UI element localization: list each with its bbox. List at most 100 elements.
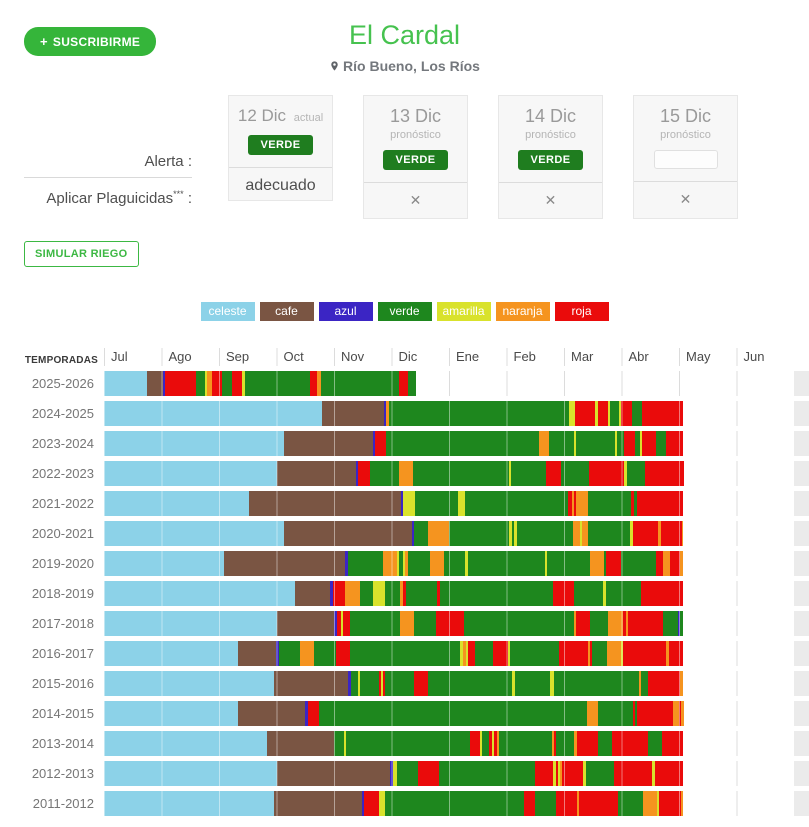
segment-roja[interactable] xyxy=(590,640,593,666)
segment-naranja[interactable] xyxy=(586,700,598,726)
segment-roja[interactable] xyxy=(613,760,653,786)
segment-roja[interactable] xyxy=(624,430,635,456)
segment-cafe[interactable] xyxy=(277,460,356,486)
segment-naranja[interactable] xyxy=(606,640,622,666)
segment-verde[interactable] xyxy=(415,490,458,516)
segment-amarilla[interactable] xyxy=(569,400,575,426)
segment-roja[interactable] xyxy=(555,790,578,816)
segment-amarilla[interactable] xyxy=(618,400,621,426)
legend-chip-verde[interactable]: verde xyxy=(377,302,432,321)
segment-verde[interactable] xyxy=(464,490,569,516)
segment-verde[interactable] xyxy=(439,760,536,786)
segment-amarilla[interactable] xyxy=(511,670,516,696)
segment-roja[interactable] xyxy=(668,640,684,666)
segment-verde[interactable] xyxy=(605,580,641,606)
legend-chip-roja[interactable]: roja xyxy=(554,302,609,321)
segment-verde[interactable] xyxy=(244,370,311,396)
segment-amarilla[interactable] xyxy=(465,550,469,576)
segment-verde[interactable] xyxy=(350,640,460,666)
segment-verde[interactable] xyxy=(464,610,574,636)
segment-roja[interactable] xyxy=(336,610,342,636)
segment-cafe[interactable] xyxy=(146,370,163,396)
segment-naranja[interactable] xyxy=(551,730,554,756)
segment-roja[interactable] xyxy=(524,790,535,816)
segment-cafe[interactable] xyxy=(266,730,334,756)
segment-verde[interactable] xyxy=(590,610,609,636)
segment-roja[interactable] xyxy=(562,760,584,786)
segment-amarilla[interactable] xyxy=(381,670,384,696)
segment-amarilla[interactable] xyxy=(466,640,469,666)
segment-roja[interactable] xyxy=(383,670,386,696)
segment-naranja[interactable] xyxy=(560,760,563,786)
segment-roja[interactable] xyxy=(553,730,556,756)
segment-azul[interactable] xyxy=(390,760,394,786)
segment-roja[interactable] xyxy=(559,640,588,666)
segment-naranja[interactable] xyxy=(680,670,684,696)
segment-verde[interactable] xyxy=(509,640,560,666)
segment-verde[interactable] xyxy=(604,550,607,576)
segment-verde[interactable] xyxy=(546,550,590,576)
segment-naranja[interactable] xyxy=(427,520,449,546)
segment-verde[interactable] xyxy=(641,670,649,696)
segment-roja[interactable] xyxy=(535,760,554,786)
segment-verde[interactable] xyxy=(359,580,374,606)
segment-verde[interactable] xyxy=(414,610,436,636)
segment-roja[interactable] xyxy=(660,520,683,546)
segment-amarilla[interactable] xyxy=(480,730,483,756)
legend-chip-azul[interactable]: azul xyxy=(318,302,373,321)
segment-amarilla[interactable] xyxy=(513,520,517,546)
segment-verde[interactable] xyxy=(388,400,570,426)
segment-cafe[interactable] xyxy=(284,430,374,456)
segment-roja[interactable] xyxy=(637,700,673,726)
segment-cafe[interactable] xyxy=(277,610,334,636)
segment-naranja[interactable] xyxy=(608,610,623,636)
segment-roja[interactable] xyxy=(597,400,609,426)
segment-naranja[interactable] xyxy=(582,520,588,546)
segment-celeste[interactable] xyxy=(104,670,274,696)
segment-verde[interactable] xyxy=(448,520,509,546)
segment-azul[interactable] xyxy=(348,670,351,696)
segment-naranja[interactable] xyxy=(386,400,389,426)
segment-verde[interactable] xyxy=(346,730,470,756)
segment-azul[interactable] xyxy=(355,460,358,486)
segment-verde[interactable] xyxy=(647,730,663,756)
segment-verde[interactable] xyxy=(610,400,619,426)
segment-verde[interactable] xyxy=(663,610,678,636)
segment-verde[interactable] xyxy=(588,490,632,516)
segment-verde[interactable] xyxy=(553,670,639,696)
segment-verde[interactable] xyxy=(635,700,638,726)
segment-amarilla[interactable] xyxy=(573,430,576,456)
segment-naranja[interactable] xyxy=(682,520,684,546)
segment-naranja[interactable] xyxy=(207,370,212,396)
segment-roja[interactable] xyxy=(622,610,627,636)
segment-roja[interactable] xyxy=(575,610,591,636)
segment-verde[interactable] xyxy=(468,550,545,576)
segment-amarilla[interactable] xyxy=(341,610,344,636)
segment-verde[interactable] xyxy=(399,550,403,576)
segment-roja[interactable] xyxy=(165,370,197,396)
segment-amarilla[interactable] xyxy=(373,580,385,606)
segment-verde[interactable] xyxy=(386,430,539,456)
dismiss-x-icon[interactable]: ✕ xyxy=(544,192,557,208)
segment-verde[interactable] xyxy=(428,670,512,696)
segment-roja[interactable] xyxy=(364,790,379,816)
segment-roja[interactable] xyxy=(555,760,558,786)
segment-naranja[interactable] xyxy=(344,580,360,606)
segment-verde[interactable] xyxy=(444,550,466,576)
segment-naranja[interactable] xyxy=(638,670,642,696)
segment-cafe[interactable] xyxy=(248,490,401,516)
segment-roja[interactable] xyxy=(231,370,242,396)
segment-amarilla[interactable] xyxy=(204,370,208,396)
segment-amarilla[interactable] xyxy=(402,490,416,516)
segment-amarilla[interactable] xyxy=(580,520,583,546)
segment-roja[interactable] xyxy=(628,610,664,636)
segment-verde[interactable] xyxy=(511,460,547,486)
segment-verde[interactable] xyxy=(515,670,551,696)
segment-verde[interactable] xyxy=(408,370,417,396)
segment-azul[interactable] xyxy=(677,610,681,636)
segment-naranja[interactable] xyxy=(573,610,576,636)
segment-verde[interactable] xyxy=(475,640,494,666)
segment-roja[interactable] xyxy=(612,730,648,756)
dismiss-x-icon[interactable]: ✕ xyxy=(679,191,692,207)
segment-amarilla[interactable] xyxy=(553,760,556,786)
